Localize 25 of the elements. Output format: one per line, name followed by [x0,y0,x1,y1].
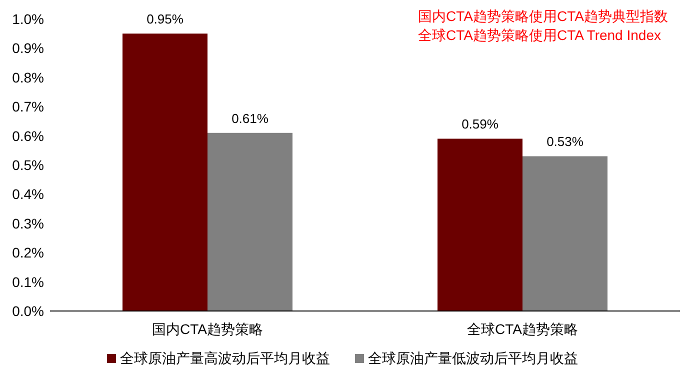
bar [438,138,522,311]
data-label: 0.95% [146,12,184,27]
y-tick-label: 0.5% [12,157,44,173]
bar [522,156,608,311]
bar [122,34,208,311]
x-tick-label: 国内CTA趋势策略 [152,321,263,337]
legend-label: 全球原油产量低波动后平均月收益 [368,350,578,366]
y-tick-label: 0.0% [12,303,44,319]
y-tick-label: 0.1% [12,274,44,290]
annotation: 国内CTA趋势策略使用CTA趋势典型指数 [418,8,668,24]
y-tick-label: 1.0% [12,11,44,27]
y-tick-label: 0.3% [12,215,44,232]
y-tick-label: 0.7% [12,98,44,115]
data-label: 0.53% [546,134,584,150]
legend-label: 全球原油产量高波动后平均月收益 [120,350,330,366]
y-tick-label: 0.9% [12,40,44,56]
y-tick-label: 0.4% [12,186,44,202]
y-tick-label: 0.2% [12,244,44,261]
y-tick-label: 0.6% [12,128,44,144]
bar [208,132,292,311]
x-tick-label: 全球CTA趋势策略 [467,321,578,337]
data-label: 0.61% [232,110,269,126]
y-tick-label: 0.8% [12,69,44,86]
annotation: 全球CTA趋势策略使用CTA Trend Index [418,27,661,43]
data-label: 0.59% [462,116,499,132]
